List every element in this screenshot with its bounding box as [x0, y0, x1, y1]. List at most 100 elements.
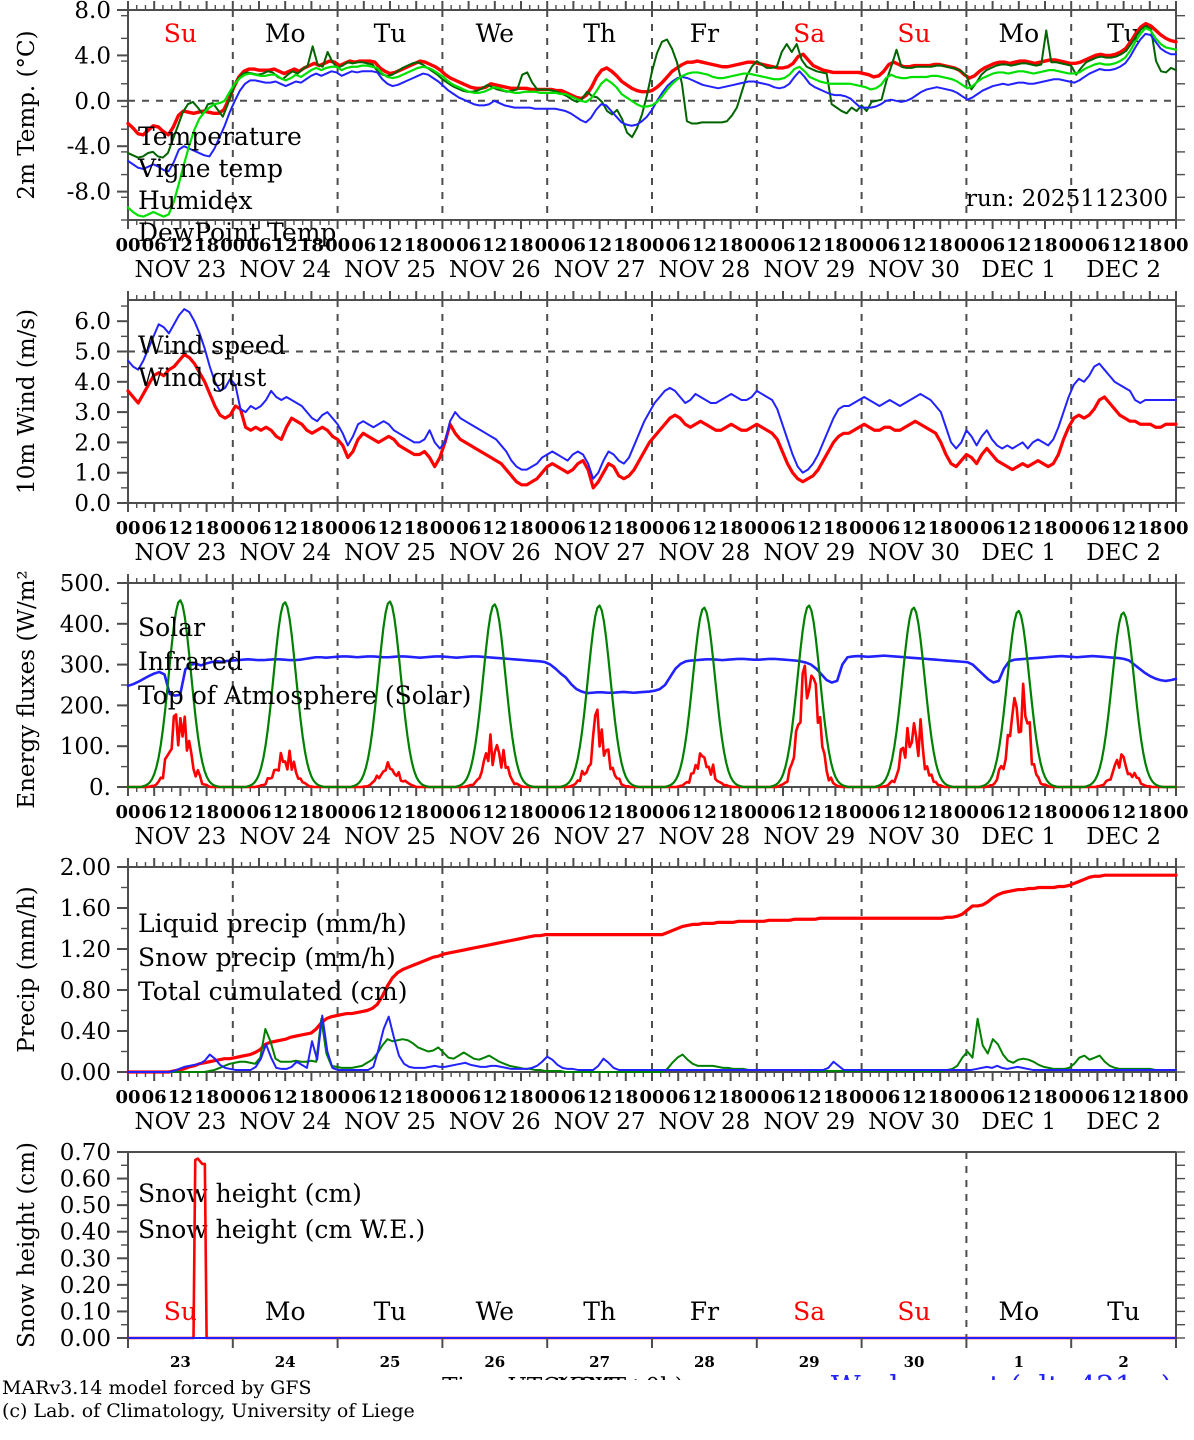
x-hour-tick: 12	[587, 802, 612, 823]
x-hour-tick: 06	[142, 235, 167, 256]
x-hour-tick: 18	[1032, 518, 1057, 539]
x-hour-tick: 06	[980, 235, 1005, 256]
x-hour-tick: 18	[613, 802, 638, 823]
x-hour-tick: 12	[168, 802, 193, 823]
x-hour-tick: 18	[928, 802, 953, 823]
x-day-label: NOV 25	[344, 824, 436, 850]
x-hour-tick: 12	[692, 235, 717, 256]
x-hour-tick: 06	[875, 235, 900, 256]
x-hour-tick: 18	[1137, 518, 1162, 539]
x-hour-tick: 12	[377, 1087, 402, 1108]
legend-entry: Solar	[138, 613, 205, 642]
x-day-label: DEC 2	[1086, 540, 1161, 566]
x-day-label: NOV 24	[239, 1109, 331, 1135]
x-day-number: 30	[904, 1353, 925, 1371]
y-tick-label: 300.	[60, 653, 111, 679]
x-hour-tick: 18	[508, 802, 533, 823]
x-day-label: NOV 24	[239, 824, 331, 850]
y-tick-label: 200.	[60, 693, 111, 719]
x-hour-tick: 00	[535, 235, 560, 256]
x-hour-tick: 00	[220, 1087, 245, 1108]
x-hour-tick: 18	[194, 802, 219, 823]
x-hour-tick: 06	[246, 1087, 271, 1108]
day-of-week-label: Mo	[998, 1297, 1039, 1326]
x-hour-tick: 12	[901, 802, 926, 823]
x-hour-tick: 12	[797, 1087, 822, 1108]
x-hour-tick: 00	[849, 1087, 874, 1108]
x-day-label: NOV 30	[868, 540, 960, 566]
x-hour-tick: 06	[1085, 1087, 1110, 1108]
y-tick-label: 3.0	[74, 400, 111, 426]
x-hour-tick: 12	[587, 235, 612, 256]
x-hour-tick: 00	[430, 235, 455, 256]
legend-entry: Temperature	[138, 122, 302, 151]
x-hour-tick: 00	[744, 518, 769, 539]
x-day-label: NOV 26	[449, 257, 541, 283]
x-hour-tick: 06	[561, 235, 586, 256]
day-of-week-label: Su	[897, 1297, 930, 1326]
x-hour-tick: 12	[1006, 1087, 1031, 1108]
x-day-label: DEC 1	[981, 540, 1056, 566]
x-hour-tick: 12	[273, 1087, 298, 1108]
x-hour-tick: 00	[115, 802, 140, 823]
x-hour-tick: 06	[666, 518, 691, 539]
x-hour-tick: 12	[168, 1087, 193, 1108]
day-of-week-label: Su	[897, 19, 930, 48]
x-day-label: NOV 28	[659, 1109, 751, 1135]
legend-entry: Wind gust	[138, 363, 266, 392]
legend-entry: DewPoint Temp	[138, 218, 336, 247]
day-of-week-label: Sa	[793, 19, 825, 48]
x-hour-tick: 06	[142, 1087, 167, 1108]
x-hour-tick: 12	[482, 518, 507, 539]
x-hour-tick: 12	[587, 518, 612, 539]
x-hour-tick: 12	[168, 518, 193, 539]
x-hour-tick: 00	[954, 1087, 979, 1108]
x-hour-tick: 12	[692, 518, 717, 539]
series-line-wind-speed	[126, 352, 1178, 490]
x-hour-tick: 00	[220, 518, 245, 539]
x-day-label: NOV 23	[135, 540, 227, 566]
x-hour-tick: 12	[1111, 1087, 1136, 1108]
footer-copyright-text: (c) Lab. of Climatology, University of L…	[2, 1400, 415, 1422]
x-day-label: NOV 28	[659, 540, 751, 566]
x-hour-tick: 18	[299, 235, 324, 256]
day-of-week-label: We	[476, 1297, 514, 1326]
day-of-week-label: Tu	[1107, 1297, 1140, 1326]
y-tick-label: -4.0	[67, 134, 111, 160]
x-hour-tick: 06	[351, 802, 376, 823]
day-of-week-label: Fr	[690, 19, 719, 48]
y-tick-label: 2.00	[60, 855, 111, 881]
footer-model-text: MARv3.14 model forced by GFS	[2, 1377, 312, 1399]
y-tick-label: 100.	[60, 734, 111, 760]
legend-entry: Humidex	[138, 186, 253, 215]
x-hour-tick: 18	[1137, 235, 1162, 256]
x-hour-tick: 00	[535, 1087, 560, 1108]
x-hour-tick: 12	[273, 235, 298, 256]
x-day-label: NOV 29	[763, 257, 855, 283]
x-hour-tick: 00	[430, 802, 455, 823]
y-axis-title: 10m Wind (m/s)	[14, 309, 40, 494]
x-hour-tick: 00	[954, 802, 979, 823]
x-hour-tick: 12	[1111, 518, 1136, 539]
x-hour-tick: 06	[246, 518, 271, 539]
series-line-dewpoint-temp	[126, 27, 1178, 218]
x-hour-tick: 00	[430, 1087, 455, 1108]
x-hour-tick: 12	[1111, 802, 1136, 823]
site-label: Werbomont (alt. 421m)	[831, 1369, 1172, 1380]
x-day-label: NOV 27	[554, 1109, 646, 1135]
panel-snow-height: 0.70 0.60 0.50 0.40 0.30 0.20 0.10 0.00 Su Mo Tu We…	[0, 1140, 1194, 1380]
series-line-total-cumulated-cm	[126, 873, 1178, 1074]
x-hour-tick: 00	[1059, 802, 1084, 823]
x-hour-tick: 06	[456, 1087, 481, 1108]
x-day-label: NOV 29	[763, 824, 855, 850]
x-day-label: NOV 27	[554, 540, 646, 566]
x-hour-tick: 18	[1137, 1087, 1162, 1108]
x-hour-tick: 18	[404, 518, 429, 539]
panel-wind: 6.0 5.0 4.0 3.0 2.0 1.0 0.0 00 06 12 18 00 06 12 18 00 0…	[0, 288, 1194, 571]
y-tick-label: 1.60	[60, 896, 111, 922]
x-hour-tick: 18	[613, 1087, 638, 1108]
x-hour-tick: 00	[744, 1087, 769, 1108]
x-hour-tick: 12	[482, 1087, 507, 1108]
x-hour-tick: 06	[142, 802, 167, 823]
x-hour-tick: 06	[1085, 518, 1110, 539]
